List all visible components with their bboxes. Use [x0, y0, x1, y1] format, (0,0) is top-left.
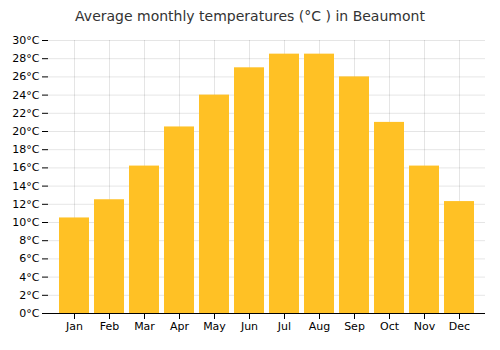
svg-text:20°C: 20°C — [12, 125, 39, 138]
svg-text:8°C: 8°C — [19, 234, 39, 247]
svg-text:Aug: Aug — [309, 320, 330, 333]
svg-text:6°C: 6°C — [19, 252, 39, 265]
svg-text:Dec: Dec — [449, 320, 470, 333]
svg-text:2°C: 2°C — [19, 289, 39, 302]
svg-text:24°C: 24°C — [12, 89, 39, 102]
svg-text:4°C: 4°C — [19, 271, 39, 284]
svg-text:Jan: Jan — [65, 320, 83, 333]
svg-text:May: May — [203, 320, 226, 333]
svg-text:12°C: 12°C — [12, 198, 39, 211]
svg-text:16°C: 16°C — [12, 161, 39, 174]
svg-text:28°C: 28°C — [12, 52, 39, 65]
svg-text:Apr: Apr — [170, 320, 190, 333]
html-text:Average monthly temperatures (: Average monthly temperatures (°C ) in Be… — [75, 8, 425, 24]
svg-text:26°C: 26°C — [12, 70, 39, 83]
svg-text:18°C: 18°C — [12, 143, 39, 156]
svg-text:Sep: Sep — [344, 320, 365, 333]
svg-text:22°C: 22°C — [12, 107, 39, 120]
svg-text:14°C: 14°C — [12, 180, 39, 193]
svg-text:0°C: 0°C — [19, 307, 39, 320]
svg-text:30°C: 30°C — [12, 34, 39, 47]
svg-text:Feb: Feb — [100, 320, 119, 333]
svg-text:Jun: Jun — [240, 320, 258, 333]
svg-text:Nov: Nov — [414, 320, 436, 333]
svg-text:Mar: Mar — [134, 320, 155, 333]
svg-text:Oct: Oct — [380, 320, 400, 333]
svg-text:10°C: 10°C — [12, 216, 39, 229]
svg-text:Jul: Jul — [277, 320, 291, 333]
